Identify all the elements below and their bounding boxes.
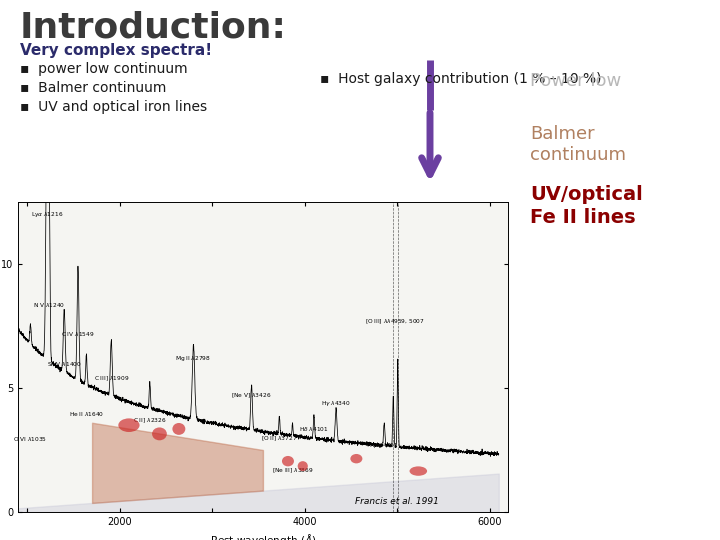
Text: Mg II $\lambda$2798: Mg II $\lambda$2798: [176, 354, 212, 363]
Text: ▪  Host galaxy contribution (1 % – 10 %): ▪ Host galaxy contribution (1 % – 10 %): [320, 72, 601, 86]
Text: [O III] $\lambda\lambda$4959, 5007: [O III] $\lambda\lambda$4959, 5007: [366, 318, 426, 326]
Ellipse shape: [152, 428, 167, 440]
Text: Very complex spectra!: Very complex spectra!: [20, 43, 212, 58]
Text: Ly$\alpha$ $\lambda$1216: Ly$\alpha$ $\lambda$1216: [31, 211, 63, 219]
Text: Balmer
continuum: Balmer continuum: [530, 125, 626, 165]
Text: Si IV $\lambda$1400: Si IV $\lambda$1400: [47, 360, 81, 368]
Text: ▪  UV and optical iron lines: ▪ UV and optical iron lines: [20, 100, 207, 114]
Text: ▪  Balmer continuum: ▪ Balmer continuum: [20, 81, 166, 95]
Text: ▪  power low continuum: ▪ power low continuum: [20, 62, 188, 76]
Text: C IV $\lambda$1549: C IV $\lambda$1549: [61, 330, 95, 339]
Ellipse shape: [172, 423, 185, 435]
Text: N V $\lambda$1240: N V $\lambda$1240: [33, 301, 66, 309]
Text: Power low: Power low: [530, 72, 621, 90]
Text: [Ne III] $\lambda$3869: [Ne III] $\lambda$3869: [271, 467, 313, 475]
Ellipse shape: [410, 467, 427, 476]
Text: ?: ?: [376, 245, 404, 291]
Text: C III] $\lambda$1909: C III] $\lambda$1909: [94, 375, 129, 383]
Ellipse shape: [351, 454, 362, 463]
Text: Introduction:: Introduction:: [20, 10, 287, 44]
Text: [Ne V] $\lambda$3426: [Ne V] $\lambda$3426: [231, 392, 271, 400]
Text: He II $\lambda$1640: He II $\lambda$1640: [69, 410, 104, 418]
Text: C II] $\lambda$2326: C II] $\lambda$2326: [133, 417, 166, 425]
Text: H$\delta$ $\lambda$4101: H$\delta$ $\lambda$4101: [299, 424, 329, 433]
Text: [O II] $\lambda$3727: [O II] $\lambda$3727: [261, 434, 297, 443]
Ellipse shape: [297, 461, 308, 471]
Text: O VI $\lambda$1035: O VI $\lambda$1035: [14, 435, 48, 443]
Text: H$\gamma$ $\lambda$4340: H$\gamma$ $\lambda$4340: [321, 399, 351, 408]
Text: UV/optical
Fe II lines: UV/optical Fe II lines: [530, 185, 643, 227]
X-axis label: Rest wavelength ($\AA$): Rest wavelength ($\AA$): [210, 532, 316, 540]
Ellipse shape: [282, 456, 294, 467]
Text: H$\beta$ $\lambda$4861: H$\beta$ $\lambda$4861: [369, 441, 399, 450]
Ellipse shape: [118, 418, 140, 432]
Text: Francis et al. 1991: Francis et al. 1991: [355, 497, 439, 506]
